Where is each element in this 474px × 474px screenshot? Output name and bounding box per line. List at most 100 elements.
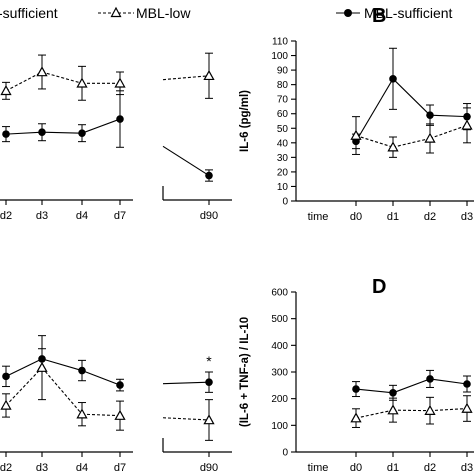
- y-axis-label: (IL-6 + TNF-a) / IL-10: [239, 317, 251, 427]
- x-tick-label: d2: [0, 210, 12, 222]
- point-marker-triangle: [114, 409, 126, 420]
- y-tick-label: 200: [271, 394, 288, 405]
- series-line-segment: [429, 378, 468, 385]
- series-line-segment: [392, 409, 431, 412]
- x-tick-label: d0: [350, 462, 362, 474]
- y-tick-label: 60: [277, 109, 289, 120]
- series-line-segment: [392, 137, 431, 148]
- point-marker-circle: [38, 128, 46, 137]
- y-tick-label: 500: [271, 314, 288, 325]
- point-marker-triangle: [0, 399, 12, 410]
- panel-b: d0 d1 d2 d3 time 0 10 20 30 40 50 60 70 80 90 100 110 IL-…: [239, 5, 474, 223]
- x-tick-label: d1: [387, 462, 399, 474]
- legend-left-sufficient-label: -sufficient: [0, 5, 58, 21]
- y-tick-label: 300: [271, 368, 288, 379]
- series-line-segment: [41, 131, 83, 134]
- series-line-segment: [162, 381, 210, 385]
- x-tick-label: d1: [387, 211, 399, 223]
- series-line-segment: [429, 114, 468, 118]
- y-tick-label: 20: [277, 167, 289, 178]
- point-marker-circle: [389, 389, 397, 397]
- annotation-text: *: [206, 353, 212, 369]
- point-marker-circle: [205, 378, 213, 386]
- point-marker-circle: [78, 366, 86, 375]
- point-marker-triangle: [114, 77, 126, 88]
- legend-left: -sufficient MBL-low: [0, 5, 191, 21]
- point-marker-triangle: [424, 404, 436, 415]
- point-marker-circle: [463, 380, 471, 388]
- legend-right-sufficient-label: MBL-sufficient: [364, 5, 453, 21]
- point-marker-triangle: [387, 141, 399, 152]
- y-tick-label: 70: [277, 95, 289, 106]
- point-marker-triangle: [76, 408, 88, 419]
- x-tick-label: d4: [76, 462, 88, 474]
- point-marker-circle: [389, 75, 397, 83]
- point-marker-triangle: [203, 69, 215, 81]
- series-line-segment: [41, 358, 83, 372]
- point-marker-triangle: [350, 412, 362, 423]
- point-marker-triangle: [387, 404, 399, 415]
- y-tick-label: 100: [271, 421, 288, 432]
- point-marker-triangle: [203, 414, 215, 425]
- y-tick-label: 30: [277, 153, 289, 164]
- y-tick-label: 110: [272, 37, 288, 48]
- point-marker-circle: [116, 115, 124, 123]
- series-line-segment: [355, 78, 394, 142]
- point-marker-circle: [116, 381, 124, 389]
- series-line-segment: [355, 135, 394, 148]
- x-tick-label: d2: [424, 462, 436, 474]
- x-tick-label: d3: [36, 210, 48, 222]
- x-tick-label: d2: [0, 462, 12, 474]
- series-line-segment: [162, 145, 210, 176]
- series-line-segment: [81, 413, 121, 417]
- point-marker-triangle: [424, 132, 436, 143]
- legend-left-low-marker: [110, 6, 122, 18]
- point-marker-triangle: [36, 361, 48, 372]
- point-marker-circle: [352, 385, 360, 393]
- y-tick-label: 600: [271, 288, 288, 299]
- x-tick-label: d3: [36, 462, 48, 474]
- series-line-segment: [5, 367, 43, 406]
- series-line-segment: [41, 71, 83, 84]
- x-axis-lead-label: time: [308, 462, 329, 474]
- y-axis-label: IL-6 (pg/ml): [239, 90, 251, 152]
- series-line-segment: [81, 370, 121, 386]
- point-marker-triangle: [36, 66, 48, 77]
- series-line-segment: [5, 131, 43, 135]
- x-tick-label: d7: [114, 462, 126, 474]
- x-tick-label: d0: [350, 211, 362, 223]
- legend-left-low-label: MBL-low: [136, 5, 191, 21]
- point-marker-triangle: [350, 129, 362, 140]
- y-tick-label: 100: [271, 51, 288, 62]
- series-line-segment: [81, 118, 121, 134]
- panel-c: d2 d3 d4 d7 d90 *: [0, 335, 232, 474]
- series-line-segment: [5, 358, 43, 377]
- series-line-segment: [5, 71, 43, 92]
- y-tick-label: 10: [277, 182, 289, 193]
- x-tick-label: d3: [461, 211, 473, 223]
- y-tick-label: 90: [277, 66, 289, 77]
- point-marker-circle: [2, 130, 10, 138]
- x-tick-label: d90: [200, 462, 218, 474]
- point-marker-triangle: [461, 119, 473, 130]
- panel-d: d0 d1 d2 d3 time 0 100 200 300 400 500 600 (IL-6 + T…: [239, 276, 474, 474]
- series-line-segment: [41, 367, 83, 415]
- panel-letter: D: [372, 276, 386, 298]
- point-marker-circle: [78, 129, 86, 137]
- series-line-segment: [429, 124, 468, 139]
- point-marker-circle: [426, 375, 434, 383]
- series-line-segment: [355, 409, 394, 419]
- point-marker-circle: [205, 171, 213, 180]
- panel-letter: B: [372, 5, 386, 27]
- legend-right-sufficient-marker: [344, 9, 352, 17]
- x-tick-label: d90: [200, 210, 218, 222]
- y-tick-label: 0: [282, 448, 288, 459]
- x-tick-label: d7: [114, 210, 126, 222]
- x-axis-lead-label: time: [308, 211, 329, 223]
- y-tick-label: 40: [277, 138, 289, 149]
- panel-a: d2 d3 d4 d7 d90: [0, 52, 232, 222]
- series-line-segment: [162, 75, 210, 81]
- series-line-segment: [429, 407, 468, 412]
- series-line-segment: [392, 78, 431, 116]
